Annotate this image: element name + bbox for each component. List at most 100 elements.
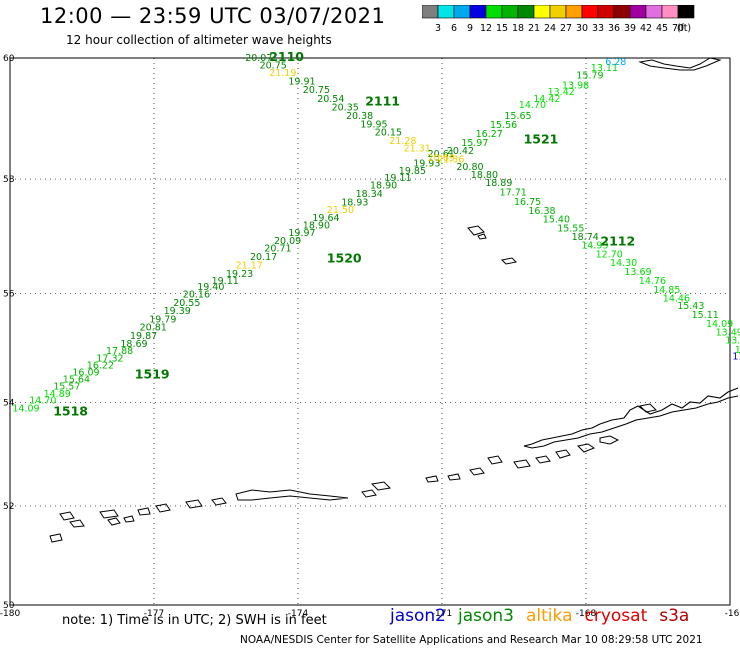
scale-tick-label: 3: [435, 23, 441, 33]
scale-tick-label: 30: [576, 23, 588, 33]
wave-height-value: 20.71: [264, 243, 291, 254]
wave-height-value: 14.30: [610, 258, 637, 269]
pass-number-label: 2111: [365, 93, 400, 108]
satellite-altika: altika: [526, 606, 573, 626]
wave-height-value: 13.49: [716, 328, 740, 339]
footnote-note: note: 1) Time is in UTC; 2) SWH is in fe…: [62, 613, 327, 628]
wave-height-value: 14.85: [653, 285, 680, 296]
scale-swatch: [677, 5, 695, 19]
coastline-alaska-peninsula: [523, 387, 739, 449]
wave-height-value: 13.98: [562, 80, 589, 91]
wave-height-value: 21.28: [389, 136, 416, 147]
wave-height-value: 20.07: [245, 53, 272, 64]
lat-lon-grid: [9, 57, 731, 606]
wave-height-value: 19.85: [399, 166, 426, 177]
pass-number-label: 1519: [135, 366, 170, 381]
wave-height-value: 13.42: [548, 87, 575, 98]
wave-height-value: 20.17: [250, 252, 277, 263]
scale-unit-label: (ft): [677, 23, 691, 33]
wave-height-value: 17.71: [500, 187, 527, 198]
pass-number-label: 2110: [269, 49, 304, 64]
scale-tick-label: 33: [592, 23, 604, 33]
wave-height-value: 11: [732, 351, 740, 362]
wave-height-value: 15.97: [461, 138, 488, 149]
map-title: 12:00 — 23:59 UTC 03/07/2021: [40, 4, 386, 28]
scale-tick-label: 27: [560, 23, 572, 33]
color-scale-legend: 3 6 9 12 15 18 21 24 27 30 33 36 39 42 45 70(ft): [422, 5, 695, 33]
wave-height-value: 21.50: [327, 205, 354, 216]
wave-height-value: 20.75: [303, 85, 330, 96]
scale-tick-label: 24: [544, 23, 556, 33]
axis-labels: 60 58 56 54 52 50-180 -177 -174 -171 -168 -16: [0, 54, 740, 619]
wave-height-value: 20.35: [332, 102, 359, 113]
wave-height-value: 14.76: [639, 276, 666, 287]
map-frame: [9, 57, 731, 606]
wave-height-value: 20.16: [183, 289, 210, 300]
wave-height-value: 18.69: [120, 339, 147, 350]
wave-height-value: 15.57: [53, 382, 80, 393]
pass-labels: 2110 2111 1521 2112 1520 1519 1518: [53, 49, 635, 418]
wave-height-value: 12.9: [735, 345, 740, 356]
latitude-label: 50: [3, 601, 15, 611]
wave-height-value: 19.23: [226, 269, 253, 280]
satellite-s3a: s3a: [659, 606, 690, 626]
wave-height-value: 15.40: [543, 215, 570, 226]
wave-height-value: 14.09: [12, 403, 39, 414]
wave-height-value: 15.65: [504, 111, 531, 122]
wave-height-value: 14.46: [663, 293, 690, 304]
pass-number-label: 1520: [327, 251, 362, 266]
wave-height-value: 21.17: [236, 260, 263, 271]
wave-height-value: 18.34: [356, 189, 383, 200]
longitude-label: -16: [725, 609, 740, 619]
coastline-islands-east: [425, 403, 658, 483]
wave-height-value: 20.75: [260, 61, 287, 72]
wave-height-value: 15.55: [557, 223, 584, 234]
wave-height-value: 19.11: [384, 173, 411, 184]
wave-height-value: 15.64: [63, 375, 90, 386]
wave-height-value: 12.70: [596, 250, 623, 261]
pass-number-label: 2112: [600, 234, 635, 249]
wave-height-value: 18.80: [471, 170, 498, 181]
longitude-label: -180: [0, 609, 20, 619]
wave-height-value: 19.40: [197, 282, 224, 293]
map-subtitle: 12 hour collection of altimeter wave hei…: [66, 33, 332, 47]
coastline-islands-central: [49, 481, 392, 543]
satellite-cryosat: cryosat: [584, 606, 648, 626]
scale-tick-label: 39: [624, 23, 636, 33]
coastline-st-matthew-northwest: [638, 57, 722, 71]
wave-height-value: 19.95: [360, 119, 387, 130]
scale-tick-label: 70: [672, 23, 684, 33]
scale-tick-label: 12: [480, 23, 492, 33]
scale-tick-label: 42: [640, 23, 652, 33]
wave-height-value: 14.42: [533, 94, 560, 105]
wave-height-value: 20.15: [375, 128, 402, 139]
wave-height-value: 21.36: [437, 155, 464, 166]
scale-tick-label: 18: [512, 23, 524, 33]
altimeter-tracks: 20.0720.7521.1919.9120.7520.5420.3520.38…: [12, 53, 740, 414]
wave-height-value: 6.28: [605, 57, 626, 68]
wave-height-value: 20.69: [428, 153, 455, 164]
wave-height-value: 20.09: [274, 236, 301, 247]
latitude-label: 58: [3, 175, 15, 185]
wave-height-value: 19.39: [164, 306, 191, 317]
wave-height-value: 17.88: [106, 346, 133, 357]
wave-height-value: 15.79: [576, 70, 603, 81]
wave-height-value: 14.09: [706, 319, 733, 330]
wave-height-value: 16.22: [87, 361, 114, 372]
wave-height-value: 13.11: [591, 63, 618, 74]
pass-number-label: 1521: [524, 131, 559, 146]
wave-height-value: 20.54: [317, 94, 344, 105]
wave-height-value: 14.89: [44, 389, 71, 400]
longitude-label: -174: [288, 609, 309, 619]
wave-height-value: 18.89: [485, 178, 512, 189]
wave-height-value: 18.93: [341, 197, 368, 208]
wave-height-value: 14.93: [581, 241, 608, 252]
wave-height-value: 19.91: [288, 77, 315, 88]
wave-height-value: 14.70: [29, 395, 56, 406]
wave-height-value: 17.32: [96, 354, 123, 365]
wave-height-value: 20.42: [447, 146, 474, 157]
credit-line: NOAA/NESDIS Center for Satellite Applica…: [240, 634, 703, 646]
wave-height-value: 16.75: [514, 197, 541, 208]
longitude-label: -171: [432, 609, 452, 619]
